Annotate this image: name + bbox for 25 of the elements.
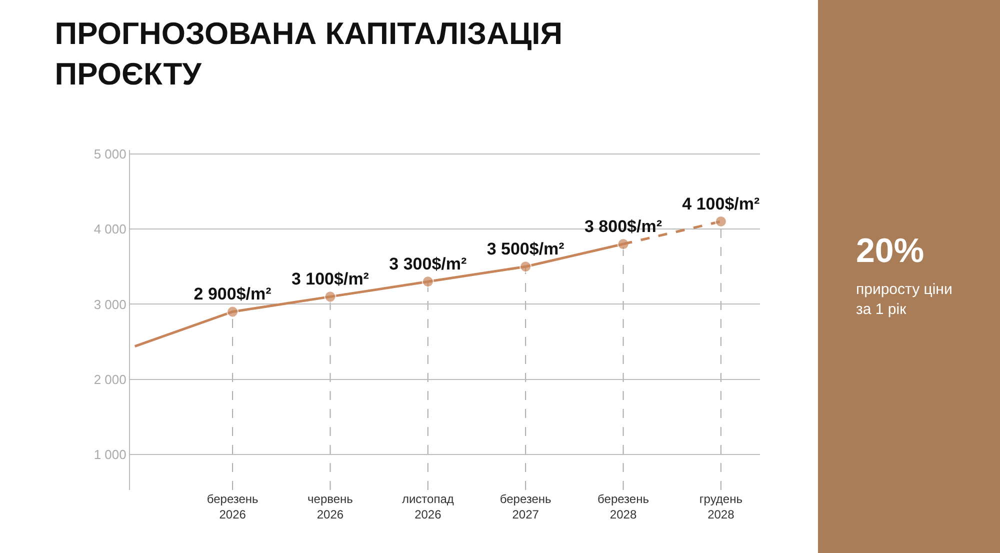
x-tick-label: березень 2027 [500,492,552,522]
chart-title: ПРОГНОЗОВАНА КАПІТАЛІЗАЦІЯ ПРОЄКТУ [54,16,563,92]
data-label: 3 100$/m² [291,270,370,289]
y-tick-label: 2 000 [94,372,126,387]
data-label: 3 500$/m² [486,239,565,258]
x-tick-label: березень 2026 [206,492,258,522]
data-label: 4 100$/m² [682,194,760,214]
point [324,290,336,303]
point [422,276,434,288]
y-tick-label: 1 000 [94,447,126,462]
point [520,260,532,273]
point [617,238,630,250]
x-tick-label: червень 2026 [308,492,353,522]
y-tick-label: 4 000 [94,222,126,237]
point [226,306,239,318]
x-tick-label: грудень 2028 [699,492,742,522]
x-tick-label: березень 2028 [598,492,649,522]
data-label: 3 800$/m² [584,216,662,236]
data-label: 3 300$/m² [389,254,467,274]
y-tick-label: 3 000 [94,296,126,312]
y-tick-label: 5 000 [94,146,126,162]
data-label: 2 900$/m² [194,284,272,304]
side-panel: 20% приросту ціни за 1 рік [818,0,1000,553]
point [714,215,727,228]
x-tick-label: листопад 2026 [402,492,454,522]
